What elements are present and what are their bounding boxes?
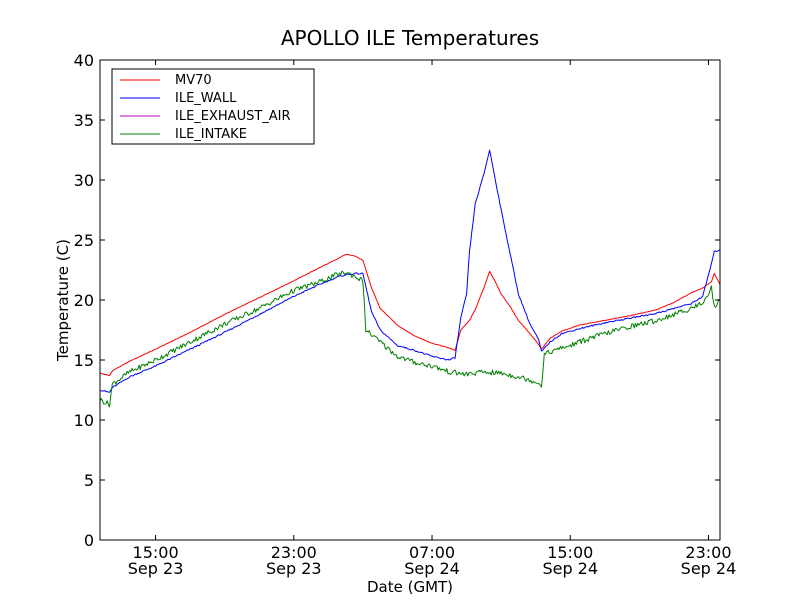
- y-tick-label: 15: [74, 351, 94, 370]
- x-tick-label-time: 07:00: [409, 543, 455, 562]
- y-tick-label: 35: [74, 111, 94, 130]
- x-axis-label: Date (GMT): [367, 578, 453, 596]
- x-tick-label-time: 15:00: [547, 543, 593, 562]
- legend: MV70 ILE_WALL ILE_EXHAUST_AIR ILE_INTAKE: [111, 68, 315, 145]
- y-tick-label: 10: [74, 411, 94, 430]
- y-tick-label: 25: [74, 231, 94, 250]
- chart-title: APOLLO ILE Temperatures: [281, 26, 539, 50]
- legend-label-ile-wall: ILE_WALL: [175, 91, 237, 106]
- legend-label-ile-exhaust-air: ILE_EXHAUST_AIR: [175, 109, 291, 124]
- legend-box: [111, 68, 315, 145]
- x-tick-label-date: Sep 23: [128, 559, 184, 578]
- y-tick-label: 40: [74, 51, 94, 70]
- y-tick-label: 0: [84, 531, 94, 550]
- legend-label-mv70: MV70: [175, 73, 212, 88]
- legend-label-ile-intake: ILE_INTAKE: [175, 127, 247, 142]
- x-tick-label-time: 23:00: [271, 543, 317, 562]
- series-line-mv70: [99, 253, 721, 377]
- y-tick-label: 20: [74, 291, 94, 310]
- x-tick-label-date: Sep 24: [542, 559, 598, 578]
- plot-area: [99, 149, 721, 408]
- series-line-ile-wall: [99, 149, 721, 393]
- x-tick-label-date: Sep 24: [681, 559, 737, 578]
- y-axis-label: Temperature (C): [54, 239, 72, 362]
- x-tick-label-time: 23:00: [685, 543, 731, 562]
- x-tick-label-date: Sep 24: [404, 559, 460, 578]
- x-tick-label-date: Sep 23: [266, 559, 322, 578]
- y-tick-label: 30: [74, 171, 94, 190]
- x-tick-label-time: 15:00: [133, 543, 179, 562]
- y-tick-label: 5: [84, 471, 94, 490]
- series-line-ile-intake: [99, 270, 721, 408]
